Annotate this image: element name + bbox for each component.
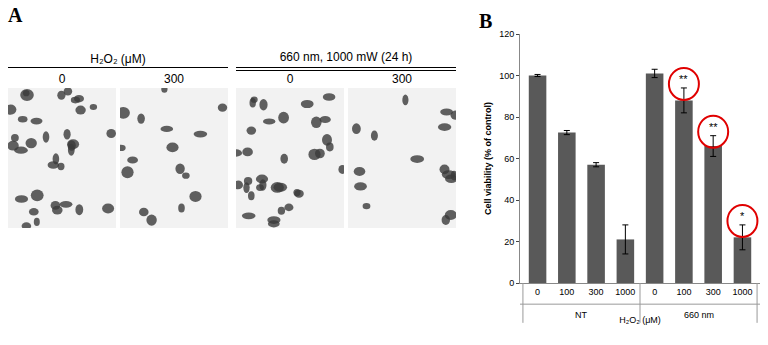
- svg-text:120: 120: [499, 29, 514, 39]
- svg-text:1000: 1000: [732, 287, 752, 297]
- svg-text:Cell viability (% of control): Cell viability (% of control): [483, 102, 493, 215]
- svg-text:100: 100: [676, 287, 691, 297]
- svg-text:H₂O₂ (μM): H₂O₂ (μM): [619, 315, 661, 325]
- html-text:660 nm, 1000 mW (24 h): 660 nm, 1000 mW (24 h): [279, 50, 413, 64]
- svg-text:0: 0: [509, 278, 514, 288]
- html-text:H₂O₂ (μM): H₂O₂ (μM): [90, 52, 146, 66]
- svg-text:NT: NT: [575, 310, 587, 320]
- svg-text:*: *: [740, 210, 745, 222]
- svg-text:660 nm: 660 nm: [684, 310, 714, 320]
- svg-text:40: 40: [504, 195, 514, 205]
- svg-text:300: 300: [589, 287, 604, 297]
- svg-text:300: 300: [706, 287, 721, 297]
- html-text:0: 0: [58, 72, 66, 86]
- svg-text:100: 100: [499, 71, 514, 81]
- svg-text:80: 80: [504, 112, 514, 122]
- svg-text:20: 20: [504, 237, 514, 247]
- svg-text:100: 100: [559, 287, 574, 297]
- svg-text:**: **: [709, 121, 718, 133]
- svg-text:1000: 1000: [615, 287, 635, 297]
- svg-text:**: **: [679, 73, 688, 85]
- svg-text:B: B: [479, 10, 492, 32]
- svg-text:0: 0: [652, 287, 657, 297]
- html-text:300: 300: [164, 72, 184, 86]
- html-text:300: 300: [392, 72, 412, 86]
- html-text:A: A: [8, 4, 23, 26]
- svg-text:0: 0: [535, 287, 540, 297]
- svg-text:60: 60: [504, 154, 514, 164]
- html-text:0: 0: [286, 72, 294, 86]
